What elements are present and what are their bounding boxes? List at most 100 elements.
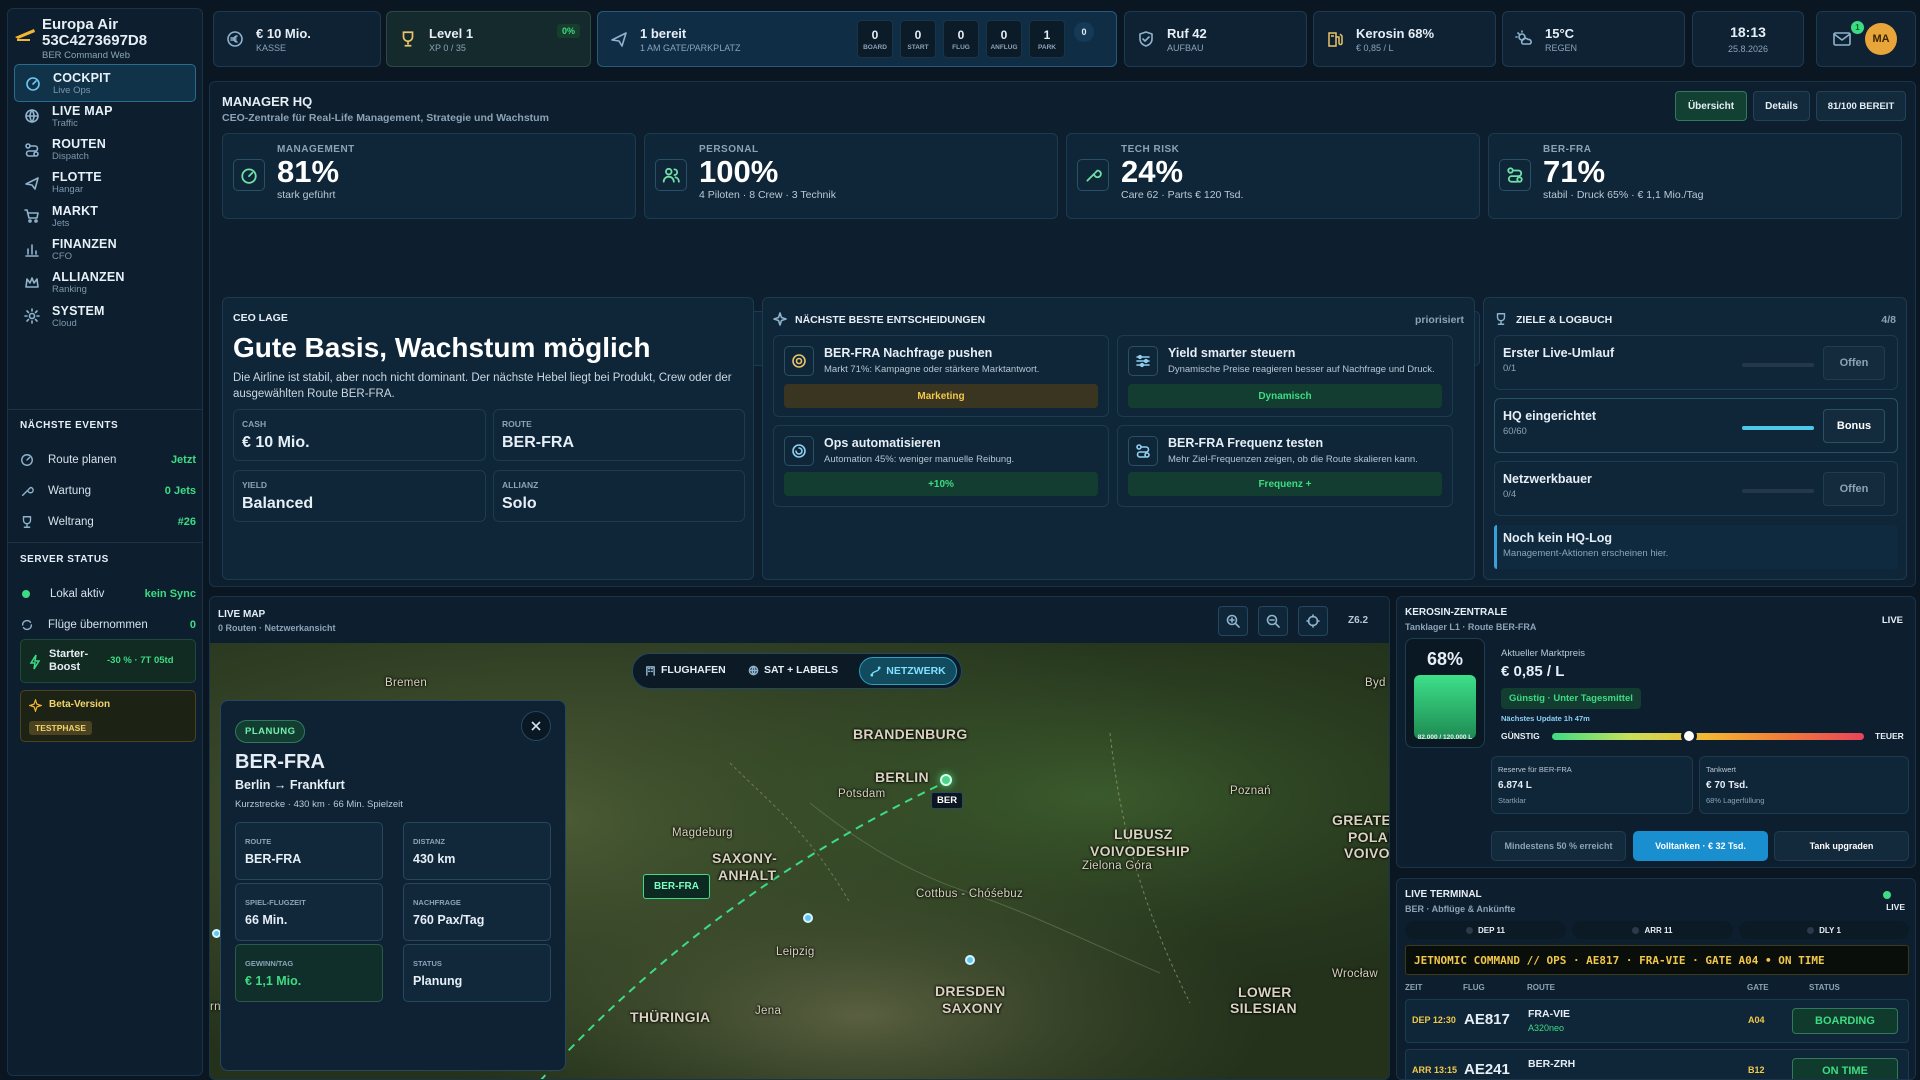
min-reached-button[interactable]: Mindestens 50 % erreicht (1491, 831, 1626, 861)
event-label: Weltrang (48, 516, 94, 528)
zoom-out-button[interactable] (1258, 606, 1288, 636)
kerosin-widget[interactable]: Kerosin 68% € 0,85 / L (1313, 11, 1496, 67)
flights-widget[interactable]: 1 bereit 1 AM GATE/PARKPLATZ 0 BOARD 0 START… (597, 11, 1117, 67)
server-label: Flüge übernommen (48, 619, 148, 631)
kpi-management[interactable]: MANAGEMENT 81% stark geführt (222, 133, 636, 219)
flight-aircraft: A320neo (1528, 1023, 1565, 1033)
airport-marker-ber[interactable] (940, 774, 952, 786)
sidebar-item-routen[interactable]: ROUTEN Dispatch (14, 131, 196, 169)
close-button[interactable] (521, 711, 551, 741)
airport-marker[interactable] (965, 955, 975, 965)
starter-boost[interactable]: Starter-Boost -30 % · 7T 05td (20, 639, 196, 683)
event-weltrang[interactable]: Weltrang #26 (20, 510, 196, 534)
fill-tank-button[interactable]: Volltanken · € 32 Tsd. (1633, 831, 1768, 861)
route-card: PLANUNG BER-FRA Berlin → Frankfurt Kurzs… (220, 700, 566, 1071)
cash-widget[interactable]: € 10 Mio. KASSE (213, 11, 381, 67)
flight-counter-board[interactable]: 0 BOARD (857, 20, 893, 58)
reputation-widget[interactable]: Ruf 42 AUFBAU (1124, 11, 1307, 67)
goal-action-button[interactable]: Bonus (1823, 409, 1885, 443)
zoom-in-button[interactable] (1218, 606, 1248, 636)
weather-widget[interactable]: 15°C REGEN (1502, 11, 1685, 67)
map-label: Potsdam (838, 788, 886, 800)
mail-icon[interactable] (1833, 32, 1851, 46)
upgrade-tank-button[interactable]: Tank upgraden (1774, 831, 1909, 861)
flight-number: AE241 (1464, 1061, 1510, 1078)
tab-departures[interactable]: DEP 11 (1405, 921, 1566, 939)
kpi-sub: stabil · Druck 65% · € 1,1 Mio./Tag (1543, 189, 1704, 201)
event-wartung[interactable]: Wartung 0 Jets (20, 479, 196, 503)
terminal-col-header: ZEIT (1405, 983, 1423, 992)
flights-value: 1 bereit (640, 25, 687, 41)
level-xp: XP 0 / 35 (429, 42, 466, 53)
recenter-button[interactable] (1298, 606, 1328, 636)
sidebar-item-finanzen[interactable]: FINANZEN CFO (14, 231, 196, 269)
nav-sublabel: Hangar (52, 184, 84, 196)
flight-counter-start[interactable]: 0 START (900, 20, 936, 58)
log-text: Management-Aktionen erscheinen hier. (1503, 548, 1669, 559)
layer-sat[interactable]: SAT + LABELS (748, 664, 838, 676)
decision-card[interactable]: Yield smarter steuern Dynamische Preise r… (1117, 335, 1453, 417)
decision-action-button[interactable]: Frequenz + (1128, 472, 1442, 496)
map-label: Bremen (385, 677, 428, 689)
price-label: Aktueller Marktpreis (1501, 648, 1585, 659)
tab-arrivals[interactable]: ARR 11 (1572, 921, 1733, 939)
flight-gate: B12 (1748, 1065, 1765, 1075)
layer-airports[interactable]: FLUGHAFEN (645, 664, 726, 676)
event-route[interactable]: Route planen Jetzt (20, 448, 196, 472)
flight-counter-anflug[interactable]: 0 ANFLUG (986, 20, 1022, 58)
flight-counter-flug[interactable]: 0 FLUG (943, 20, 979, 58)
flight-row[interactable]: ARR 13:15 AE241 BER-ZRH B12 ON TIME (1405, 1049, 1909, 1079)
counter-label: START (907, 43, 929, 51)
sidebar-item-system[interactable]: SYSTEM Cloud (14, 297, 196, 335)
sidebar-item-markt[interactable]: MARKT Jets (14, 197, 196, 235)
decision-action-button[interactable]: Marketing (784, 384, 1098, 408)
kpi-icon-box (1077, 159, 1109, 191)
clock-widget: 18:13 25.8.2026 (1692, 11, 1804, 67)
level-widget[interactable]: Level 1 XP 0 / 35 0% (386, 11, 591, 67)
sidebar-item-flotte[interactable]: FLOTTE Hangar (14, 164, 196, 202)
ceo-field-yield: YIELD Balanced (233, 470, 486, 522)
decisions-title: NÄCHSTE BESTE ENTSCHEIDUNGEN (795, 314, 986, 326)
avatar[interactable]: MA (1865, 23, 1897, 55)
goal-action-button[interactable]: Offen (1823, 346, 1885, 380)
sidebar-item-cockpit[interactable]: COCKPIT Live Ops (14, 64, 196, 102)
decision-desc: Markt 71%: Kampagne oder stärkere Markta… (824, 364, 1040, 375)
nav-label: FINANZEN (52, 237, 117, 251)
account-widget: 1 MA (1816, 11, 1916, 67)
goal-item[interactable]: HQ eingerichtet 60/60 Bonus (1494, 398, 1898, 453)
tab-delays[interactable]: DLY 1 (1739, 921, 1909, 939)
decision-desc: Automation 45%: weniger manuelle Reibung… (824, 454, 1015, 465)
level-pct-badge: 0% (556, 24, 580, 38)
goal-progress-bar (1742, 363, 1814, 367)
live-map-panel: LIVE MAP 0 Routen · Netzwerkansicht Z6.2… (209, 596, 1390, 1080)
airport-marker[interactable] (803, 913, 813, 923)
layer-network[interactable]: NETZWERK (859, 657, 957, 685)
nav-sublabel: Cloud (52, 317, 77, 329)
goal-item[interactable]: Erster Live-Umlauf 0/1 Offen (1494, 335, 1898, 390)
tab-details[interactable]: Details (1753, 91, 1810, 121)
sidebar-item-live-map[interactable]: LIVE MAP Traffic (14, 97, 196, 135)
decision-card[interactable]: BER-FRA Frequenz testen Mehr Ziel-Frequen… (1117, 425, 1453, 507)
route-tag[interactable]: BER-FRA (643, 874, 710, 899)
sidebar-item-allianzen[interactable]: ALLIANZEN Ranking (14, 264, 196, 302)
flight-counter-park[interactable]: 1 PARK (1029, 20, 1065, 58)
goal-action-button[interactable]: Offen (1823, 472, 1885, 506)
decision-card[interactable]: BER-FRA Nachfrage pushen Markt 71%: Kampa… (773, 335, 1109, 417)
tank-pct: 68% (1426, 649, 1464, 669)
decision-action-button[interactable]: Dynamisch (1128, 384, 1442, 408)
map-label: THÜRINGIA (630, 1009, 711, 1025)
goal-progress-text: 60/60 (1503, 426, 1527, 437)
kpi-personal[interactable]: PERSONAL 100% 4 Piloten · 8 Crew · 3 Techn… (644, 133, 1058, 219)
kpi-tech risk[interactable]: TECH RISK 24% Care 62 · Parts € 120 Tsd. (1066, 133, 1480, 219)
weather-icon (1515, 30, 1532, 45)
tab-overview[interactable]: Übersicht (1675, 91, 1747, 121)
flight-row[interactable]: DEP 12:30 AE817 FRA-VIE A320neo A04 BOARDING (1405, 999, 1909, 1043)
kpi-ber-fra[interactable]: BER-FRA 71% stabil · Druck 65% · € 1,1 Mio… (1488, 133, 1902, 219)
map-canvas[interactable]: Bremen BRANDENBURG BERLIN Potsdam Magdeb… (210, 643, 1389, 1079)
decision-action-button[interactable]: +10% (784, 472, 1098, 496)
goal-item[interactable]: Netzwerkbauer 0/4 Offen (1494, 461, 1898, 516)
decision-card[interactable]: Ops automatisieren Automation 45%: wenige… (773, 425, 1109, 507)
event-value: 0 Jets (164, 485, 196, 497)
map-label: SILESIAN (1230, 1000, 1297, 1016)
ceo-headline: Gute Basis, Wachstum möglich (233, 332, 651, 363)
